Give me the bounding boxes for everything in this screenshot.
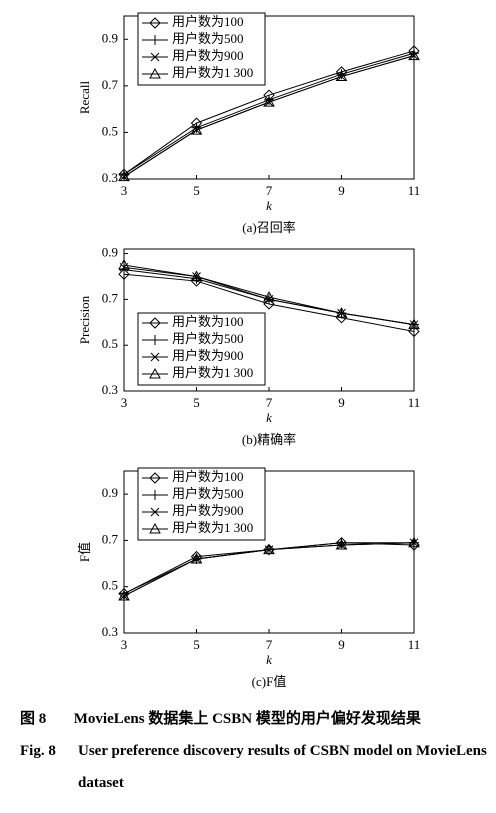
y-tick-label: 0.7 [102,290,119,305]
marker [409,320,419,329]
marker [190,552,203,564]
legend-marker [149,17,161,29]
legend-marker [150,507,160,517]
x-tick-label: 5 [193,183,200,198]
x-tick-label: 3 [121,395,128,410]
legend-label: 用户数为900 [172,348,244,363]
marker [409,51,419,60]
marker [408,49,420,61]
marker [118,259,130,270]
marker [190,124,203,135]
y-tick-label: 0.9 [102,30,118,45]
caption-en: Fig. 8 User preference discovery results… [20,735,490,799]
caption-label: 图 8 [20,711,47,727]
marker [263,291,275,302]
chart-title: (a)召回率 [242,220,295,235]
caption-text: User preference discovery results of CSB… [78,743,487,791]
x-tick-label: 7 [266,183,273,198]
legend-marker [149,317,161,329]
marker [408,536,420,548]
y-tick-label: 0.7 [102,531,119,546]
legend-label: 用户数为1 300 [172,520,253,535]
x-tick-label: 7 [266,637,273,652]
legend-marker [149,522,161,534]
caption-zh: 图 8 MovieLens 数据集上 CSBN 模型的用户偏好发现结果 [20,703,490,735]
series-line [123,55,415,178]
legend-marker [149,472,161,484]
x-tick-label: 3 [121,637,128,652]
y-tick-label: 0.5 [102,578,118,593]
y-tick-label: 0.3 [102,382,118,397]
caption-label: Fig. 8 [20,743,56,759]
marker [118,170,130,182]
legend-marker [150,490,160,500]
legend-box [137,467,266,541]
legend-label: 用户数为500 [172,31,244,46]
legend-label: 用户数为1 300 [172,365,253,380]
legend-marker [150,352,160,362]
x-axis-label: k [266,410,272,425]
y-tick-label: 0.5 [102,123,118,138]
x-tick-label: 11 [408,183,421,198]
legend-box [137,312,266,386]
marker [118,589,130,601]
x-tick-label: 11 [408,637,421,652]
y-axis-label: Precision [77,295,92,344]
series-line [123,542,415,597]
marker [408,325,420,338]
marker [191,273,202,284]
marker [335,539,348,550]
legend-marker [150,52,160,62]
x-tick-label: 5 [193,637,200,652]
legend-label: 用户数为900 [172,503,244,518]
x-tick-label: 9 [338,637,345,652]
legend-marker [149,367,161,379]
x-tick-label: 3 [121,183,128,198]
legend-label: 用户数为100 [172,314,244,329]
y-tick-label: 0.3 [102,624,118,639]
marker [263,96,275,107]
legend-label: 用户数为900 [172,48,244,63]
y-tick-label: 0.3 [102,170,118,185]
chart-title: (c)F值 [252,674,287,689]
marker [408,318,420,330]
y-tick-label: 0.9 [102,245,118,260]
marker [263,543,275,555]
x-tick-label: 5 [193,395,200,410]
y-axis-label: Recall [77,81,92,115]
caption-text: MovieLens 数据集上 CSBN 模型的用户偏好发现结果 [73,711,421,727]
marker [118,268,130,280]
x-axis-label: k [266,652,272,667]
legend-label: 用户数为100 [172,14,244,29]
x-tick-label: 9 [338,395,345,410]
legend-label: 用户数为500 [172,331,244,346]
chart-title: (b)精确率 [242,432,296,447]
legend-label: 用户数为100 [172,469,244,484]
x-tick-label: 9 [338,183,345,198]
series-line [123,264,415,326]
marker [335,307,348,318]
figure: 0.30.50.70.93 5 7 9 11kRecall(a)召回率用户数为100用户… [77,12,421,689]
marker [335,70,348,82]
x-tick-label: 7 [266,395,273,410]
x-axis-label: k [266,198,272,213]
legend-marker [150,35,160,45]
x-tick-label: 11 [408,395,421,410]
marker [119,264,129,275]
legend-marker [149,67,161,79]
legend-label: 用户数为500 [172,486,244,501]
y-axis-label: F值 [77,542,92,562]
legend-box [137,12,266,86]
legend-marker [150,335,160,345]
y-tick-label: 0.9 [102,485,118,500]
marker [190,270,203,281]
legend-label: 用户数为1 300 [172,65,253,80]
y-tick-label: 0.7 [102,77,119,92]
y-tick-label: 0.5 [102,336,118,351]
